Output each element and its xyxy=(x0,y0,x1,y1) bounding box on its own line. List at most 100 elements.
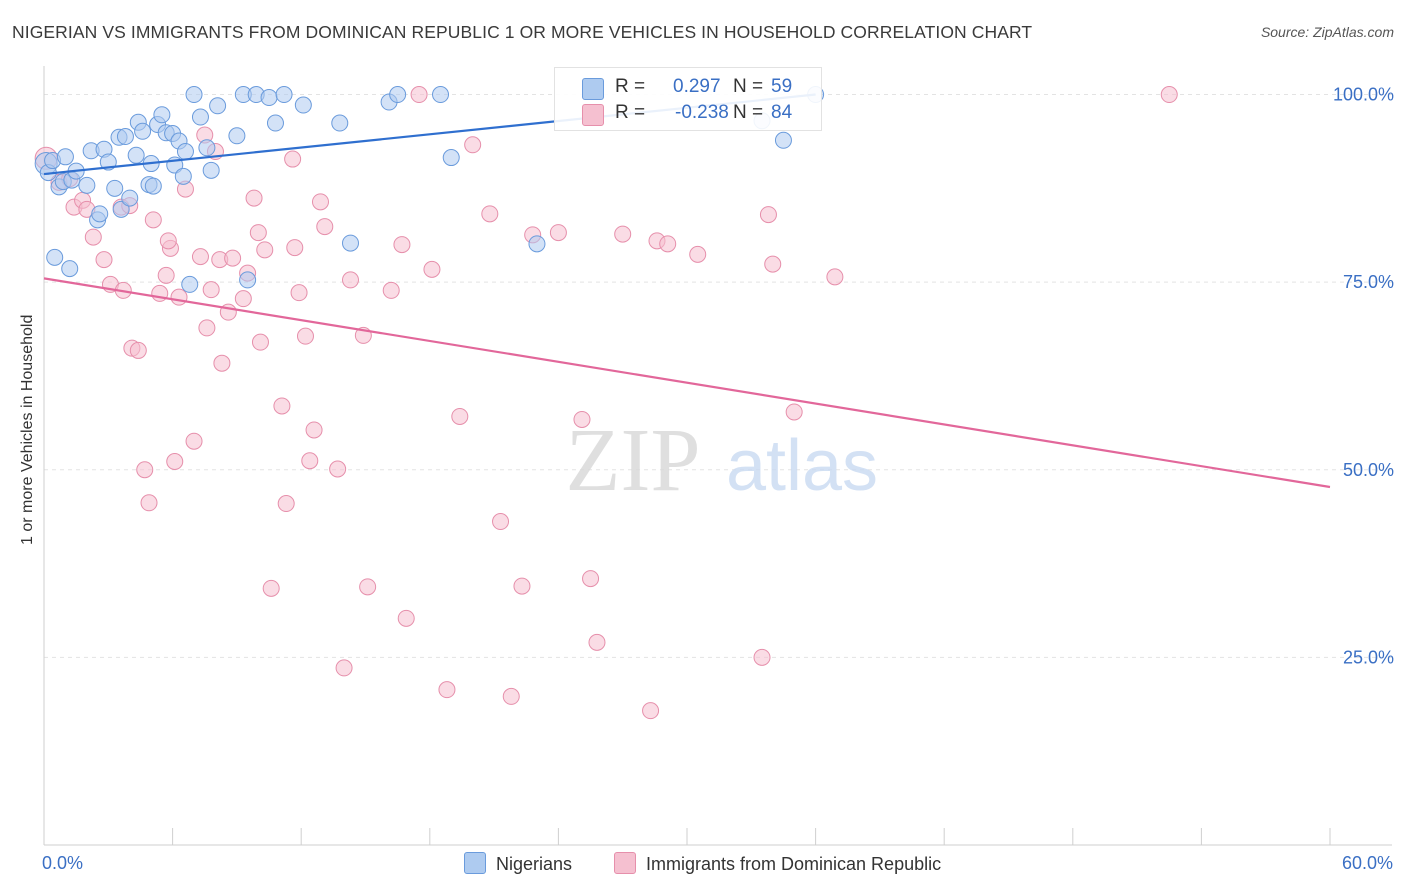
data-point-dominican xyxy=(256,241,274,259)
data-point-dominican xyxy=(582,570,600,588)
r-value: 0.297 xyxy=(673,76,721,97)
data-point-dominican xyxy=(136,461,154,479)
data-point-dominican xyxy=(588,633,606,651)
watermark-atlas: atlas xyxy=(726,426,878,506)
stats-legend: R = 0.297 N = 59 R = -0.238 N = 84 xyxy=(554,67,822,131)
data-point-nigerian xyxy=(78,176,96,194)
data-point-dominican xyxy=(301,452,319,470)
legend-swatch-blue xyxy=(464,852,486,874)
data-point-dominican xyxy=(438,681,456,699)
data-point-nigerian xyxy=(442,149,460,167)
data-point-dominican xyxy=(573,410,591,428)
data-point-nigerian xyxy=(209,97,227,115)
chart-title: NIGERIAN VS IMMIGRANTS FROM DOMINICAN RE… xyxy=(12,22,1033,42)
data-point-dominican xyxy=(286,239,304,257)
data-point-dominican xyxy=(191,248,209,266)
trend-line-dominican xyxy=(43,277,1331,489)
data-point-nigerian xyxy=(153,106,171,124)
data-point-nigerian xyxy=(112,200,130,218)
data-point-dominican xyxy=(84,228,102,246)
data-point-nigerian xyxy=(239,271,257,289)
swatch-pink xyxy=(582,104,604,126)
x-tick-labels: 0.0% 60.0% xyxy=(42,853,1393,873)
series-nigerian-points xyxy=(34,86,825,293)
data-point-dominican xyxy=(311,193,329,211)
data-point-dominican xyxy=(166,453,184,471)
data-point-nigerian xyxy=(202,161,220,179)
n-value: 59 xyxy=(771,76,793,97)
data-point-dominican xyxy=(492,513,510,531)
legend-item-nigerians: Nigerians xyxy=(464,852,572,876)
data-point-dominican xyxy=(753,648,771,666)
data-point-dominican xyxy=(249,224,267,242)
legend-swatch-pink xyxy=(614,852,636,874)
data-point-nigerian xyxy=(121,189,139,207)
data-point-nigerian xyxy=(181,275,199,293)
data-point-nigerian xyxy=(774,131,792,149)
data-point-dominican xyxy=(245,189,263,207)
data-point-nigerian xyxy=(127,146,145,164)
data-point-dominican xyxy=(502,687,520,705)
data-point-dominican xyxy=(95,251,113,269)
grid-lines xyxy=(44,94,1392,658)
data-point-dominican xyxy=(464,136,482,154)
data-point-dominican xyxy=(305,421,323,439)
data-point-nigerian xyxy=(341,234,359,252)
data-point-dominican xyxy=(764,255,782,273)
data-point-nigerian xyxy=(191,108,209,126)
data-point-dominican xyxy=(513,577,531,595)
data-point-dominican xyxy=(198,319,216,337)
data-point-dominican xyxy=(410,86,428,104)
data-point-dominican xyxy=(329,460,347,478)
watermark-zip: ZIP xyxy=(566,411,701,510)
data-point-dominican xyxy=(359,578,377,596)
data-point-nigerian xyxy=(275,86,293,104)
data-point-nigerian xyxy=(174,167,192,185)
x-tick-label: 60.0% xyxy=(1342,853,1393,873)
data-point-nigerian xyxy=(228,127,246,145)
legend-label-nigerians: Nigerians xyxy=(496,854,573,874)
data-point-dominican xyxy=(262,579,280,597)
y-tick-label: 75.0% xyxy=(1343,272,1394,292)
data-point-dominican xyxy=(759,206,777,224)
data-point-dominican xyxy=(614,225,632,243)
data-point-dominican xyxy=(251,333,269,351)
legend-label-dominican: Immigrants from Dominican Republic xyxy=(646,854,942,874)
data-point-dominican xyxy=(284,150,302,168)
data-point-dominican xyxy=(689,245,707,263)
data-point-dominican xyxy=(341,271,359,289)
y-tick-label: 50.0% xyxy=(1343,460,1394,480)
data-point-dominican xyxy=(129,341,147,359)
data-point-dominican xyxy=(826,268,844,286)
data-point-dominican xyxy=(393,236,411,254)
data-point-dominican xyxy=(785,403,803,421)
data-point-nigerian xyxy=(198,139,216,157)
data-point-nigerian xyxy=(116,128,134,146)
data-point-nigerian xyxy=(56,148,74,166)
n-value: 84 xyxy=(771,102,793,123)
axes xyxy=(43,66,1392,846)
data-point-nigerian xyxy=(389,86,407,104)
data-point-dominican xyxy=(202,281,220,299)
n-label: N = xyxy=(733,76,764,97)
data-point-dominican xyxy=(659,235,677,253)
y-tick-label: 100.0% xyxy=(1333,85,1394,105)
series-dominican-points xyxy=(34,86,1178,720)
data-point-dominican xyxy=(382,281,400,299)
data-point-nigerian xyxy=(331,114,349,132)
r-label: R = xyxy=(615,102,646,123)
data-point-nigerian xyxy=(144,177,162,195)
data-point-dominican xyxy=(335,659,353,677)
data-point-dominican xyxy=(273,397,291,415)
r-value: -0.238 xyxy=(675,102,729,123)
data-point-dominican xyxy=(170,288,188,306)
swatch-blue xyxy=(582,78,604,100)
data-point-dominican xyxy=(290,284,308,302)
n-label: N = xyxy=(733,102,764,123)
data-point-dominican xyxy=(451,407,469,425)
data-point-nigerian xyxy=(266,114,284,132)
y-axis-title: 1 or more Vehicles in Household xyxy=(19,314,36,545)
y-tick-label: 25.0% xyxy=(1343,647,1394,667)
data-point-dominican xyxy=(213,354,231,372)
